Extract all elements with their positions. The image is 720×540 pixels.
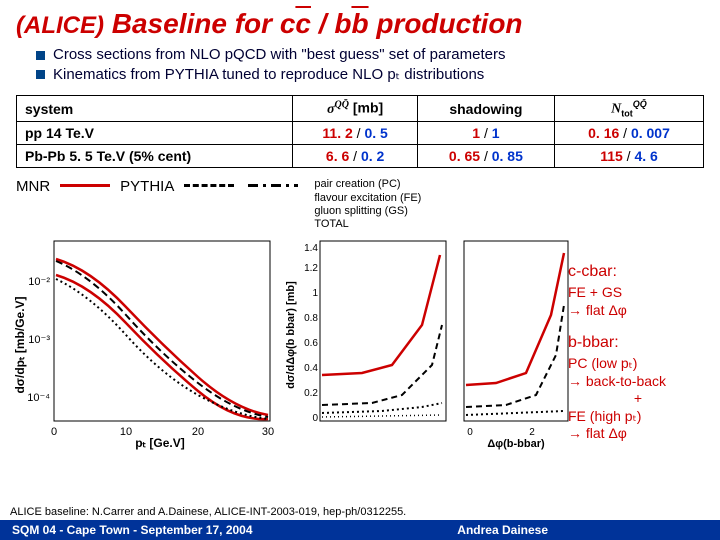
svg-text:1.4: 1.4 [304,243,318,254]
bullet-item: Cross sections from NLO pQCD with "best … [36,46,684,63]
svg-text:0: 0 [312,413,318,424]
svg-text:10⁻³: 10⁻³ [28,334,50,346]
svg-text:10⁻⁴: 10⁻⁴ [27,392,50,404]
pair-legend: pair creation (PC) flavour excitation (F… [314,178,421,231]
bullet-icon [36,51,45,60]
svg-text:0: 0 [51,426,57,438]
footer-bar: SQM 04 - Cape Town - September 17, 2004 … [0,520,720,540]
svg-text:0.6: 0.6 [304,338,318,349]
bullet-icon [36,70,45,79]
chart-pt-spectrum: dσ/dpₜ [mb/Ge.V] pₜ [Ge.V] 10⁻² 10⁻³ 10⁻… [10,235,278,455]
baseline-citation: ALICE baseline: N.Carrer and A.Dainese, … [10,506,406,518]
svg-text:1.2: 1.2 [304,263,318,274]
chart-dphi-right: Δφ(b-bbar) 0 2 [456,235,576,455]
col-shadowing: shadowing [417,96,554,122]
table-row: pp 14 Te.V 11. 2 / 0. 5 1 / 1 0. 16 / 0.… [17,122,704,145]
slide-title: (ALICE) Baseline for cc / bb production [0,0,720,44]
bullet-item: Kinematics from PYTHIA tuned to reproduc… [36,65,684,83]
pythia-dashdot-icon [248,178,298,192]
pythia-dash-icon [184,178,234,192]
legend-mnr: MNR [16,178,50,195]
mnr-line-icon [60,178,110,192]
svg-text:pₜ [Ge.V]: pₜ [Ge.V] [135,436,185,450]
svg-text:dσ/dΔφ(b bbar) [mb]: dσ/dΔφ(b bbar) [mb] [285,281,297,389]
table-row: Pb-Pb 5. 5 Te.V (5% cent) 6. 6 / 0. 2 0.… [17,145,704,168]
svg-text:Δφ(b-bbar): Δφ(b-bbar) [487,438,545,450]
alice-label: (ALICE) [16,12,104,39]
chart-dphi-left: dσ/dΔφ(b bbar) [mb] 0 0.2 0.4 0.6 0.8 1 1.2 1… [282,235,452,455]
bbbar-header: b-bbar: [568,333,708,353]
svg-text:20: 20 [192,426,204,438]
footer-right: Andrea Dainese [457,523,548,537]
bullet-list: Cross sections from NLO pQCD with "best … [0,44,720,91]
svg-text:0.8: 0.8 [304,313,318,324]
svg-text:0: 0 [467,427,473,438]
svg-text:1: 1 [312,288,318,299]
legend-row: MNR PYTHIA pair creation (PC) flavour ex… [0,172,720,231]
svg-text:30: 30 [262,426,274,438]
svg-text:10: 10 [120,426,132,438]
svg-text:10⁻²: 10⁻² [28,276,50,288]
col-sigma: σQQ̄ [mb] [293,96,417,122]
side-annotations: c-cbar: FE + GS → flat Δφ b-bbar: PC (lo… [568,262,708,443]
footer-left: SQM 04 - Cape Town - September 17, 2004 [12,523,253,537]
svg-text:2: 2 [529,427,535,438]
svg-text:0.2: 0.2 [304,388,318,399]
cross-section-table: system σQQ̄ [mb] shadowing NtotQQ̄ pp 14… [16,95,704,168]
col-ntot: NtotQQ̄ [555,96,704,122]
col-system: system [17,96,293,122]
ccbar-header: c-cbar: [568,262,708,282]
svg-text:dσ/dpₜ [mb/Ge.V]: dσ/dpₜ [mb/Ge.V] [13,297,27,394]
legend-pythia: PYTHIA [120,178,174,195]
svg-text:0.4: 0.4 [304,363,318,374]
